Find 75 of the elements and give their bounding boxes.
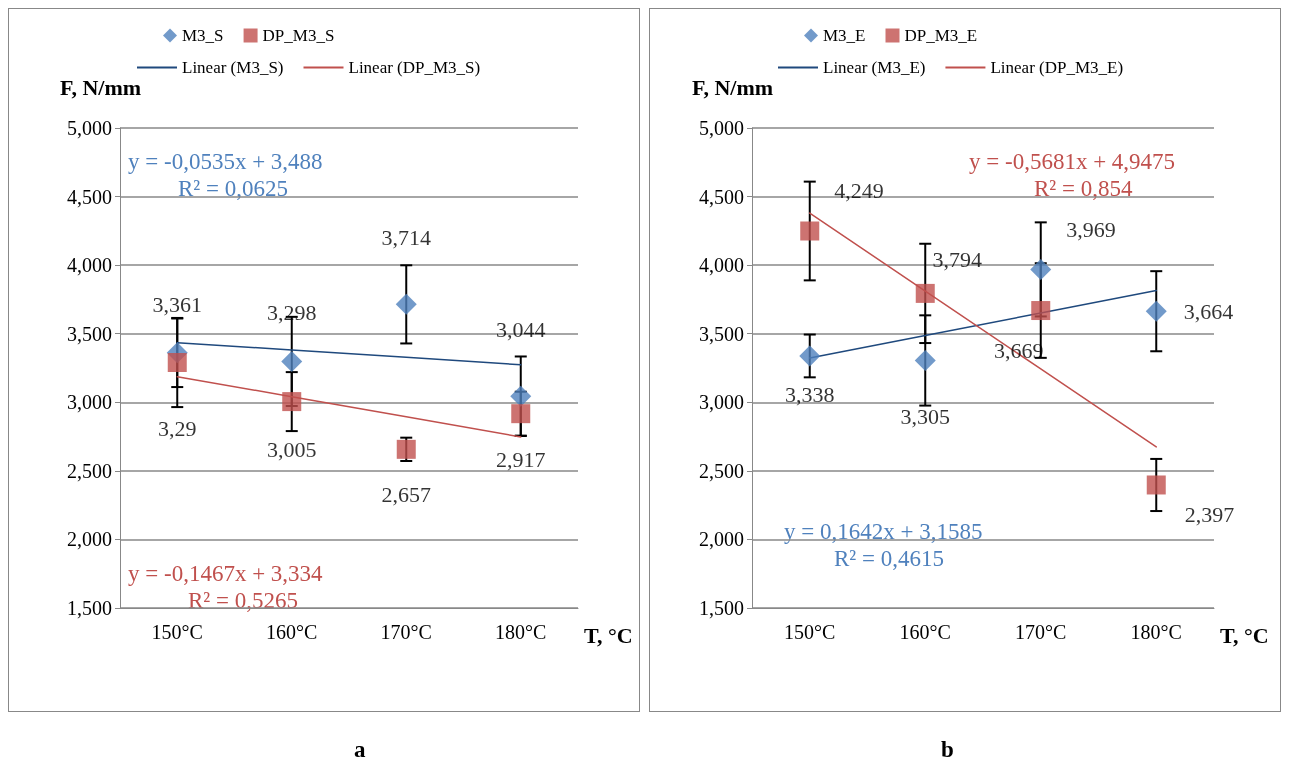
y-tick-label: 4,000 <box>67 254 112 277</box>
y-tick-label: 5,000 <box>67 117 112 139</box>
data-label: 3,338 <box>785 381 835 407</box>
data-label: 2,657 <box>381 482 431 508</box>
point <box>167 353 187 373</box>
point <box>282 392 302 412</box>
x-tick-label: 150°C <box>784 621 836 643</box>
legend-label: Linear (M3_S) <box>182 58 284 77</box>
y-tick-label: 1,500 <box>699 597 744 619</box>
x-tick-label: 170°C <box>380 621 432 643</box>
legend-label: DP_M3_S <box>262 26 335 45</box>
annotation: y = -0,1467x + 3,334 <box>128 561 324 586</box>
legend-label: Linear (DP_M3_E) <box>990 58 1124 77</box>
legend-label: M3_E <box>823 26 866 45</box>
legend-label: DP_M3_E <box>904 26 978 45</box>
data-label: 3,969 <box>1066 216 1116 242</box>
point <box>281 350 303 372</box>
x-axis-title: T, °C <box>584 622 633 648</box>
y-tick-label: 2,000 <box>699 528 744 551</box>
annotation: y = -0,5681x + 4,9475 <box>969 149 1176 174</box>
y-tick-label: 3,000 <box>699 391 744 414</box>
y-tick-label: 5,000 <box>699 117 744 139</box>
annotation: y = -0,0535x + 3,488 <box>128 149 323 174</box>
data-label: 3,714 <box>381 225 431 251</box>
y-tick-label: 3,500 <box>699 322 744 345</box>
x-tick-label: 170°C <box>1015 621 1067 643</box>
y-tick-label: 4,000 <box>699 254 744 277</box>
legend-label: Linear (DP_M3_S) <box>348 58 481 77</box>
y-tick-label: 2,500 <box>699 459 744 482</box>
data-label: 3,664 <box>1183 298 1234 324</box>
data-label: 3,298 <box>267 300 317 326</box>
data-label: 2,917 <box>496 446 546 472</box>
data-label: 3,361 <box>152 291 202 317</box>
y-tick-label: 3,500 <box>67 322 112 345</box>
y-axis-title: F, N/mm <box>60 74 142 100</box>
y-axis-title: F, N/mm <box>692 74 774 100</box>
legend-label: M3_S <box>182 26 224 45</box>
legend-label: Linear (M3_E) <box>823 58 926 77</box>
text: a <box>354 737 366 762</box>
text: b <box>941 737 954 762</box>
y-tick-label: 2,500 <box>67 459 112 482</box>
annotation: R² = 0,0625 <box>178 176 288 201</box>
y-tick-label: 4,500 <box>699 185 744 208</box>
x-tick-label: 160°C <box>899 621 951 643</box>
point <box>1146 475 1166 495</box>
point <box>510 385 532 407</box>
data-label: 4,249 <box>834 178 884 204</box>
data-label: 3,005 <box>267 436 317 462</box>
x-tick-label: 180°C <box>1130 621 1182 643</box>
point <box>1030 258 1052 280</box>
data-label: 3,305 <box>900 404 950 430</box>
y-tick-label: 4,500 <box>67 185 112 208</box>
point <box>914 349 936 371</box>
y-tick-label: 2,000 <box>67 528 112 551</box>
point <box>1031 301 1051 321</box>
x-axis-title: T, °C <box>1220 622 1269 648</box>
annotation: y = 0,1642x + 3,1585 <box>784 519 983 544</box>
x-tick-label: 180°C <box>495 621 547 643</box>
y-tick-label: 3,000 <box>67 391 112 414</box>
data-label: 3,794 <box>932 247 982 273</box>
annotation: R² = 0,854 <box>1034 176 1133 201</box>
point <box>1145 300 1167 322</box>
point <box>799 345 821 367</box>
annotation: R² = 0,5265 <box>188 588 298 613</box>
x-tick-label: 150°C <box>151 621 203 643</box>
annotation: R² = 0,4615 <box>834 546 944 571</box>
point <box>395 293 417 315</box>
data-label: 3,044 <box>496 317 546 343</box>
point <box>915 283 935 303</box>
point <box>800 221 820 241</box>
data-label: 2,397 <box>1184 502 1235 528</box>
y-tick-label: 1,500 <box>67 597 112 619</box>
x-tick-label: 160°C <box>266 621 318 643</box>
data-label: 3,29 <box>158 415 197 441</box>
point <box>511 404 531 424</box>
